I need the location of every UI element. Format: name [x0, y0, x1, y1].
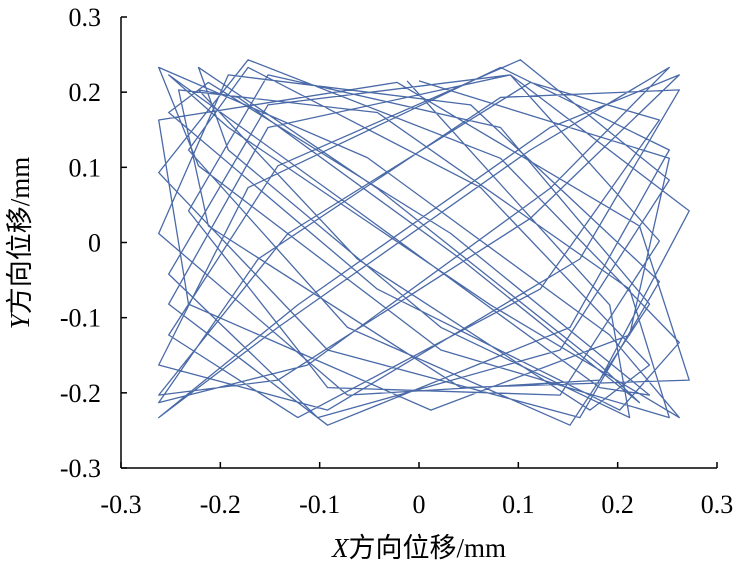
x-axis-title-rest: 方向位移/mm — [348, 533, 506, 563]
x-tick-label: -0.3 — [100, 490, 141, 519]
y-tick-label: -0.3 — [60, 454, 101, 483]
y-tick-label: -0.1 — [60, 304, 101, 333]
y-axis-title-var: Y — [5, 311, 35, 329]
y-axis-title-rest: 方向位移/mm — [5, 157, 35, 315]
y-tick-label: 0 — [88, 229, 101, 258]
x-tick-label: 0 — [413, 490, 426, 519]
y-tick-label: 0.2 — [69, 78, 102, 107]
y-axis-title: Y方向位移/mm — [5, 157, 35, 330]
y-axis-ticks: -0.3 -0.2 -0.1 0 0.1 0.2 0.3 — [60, 3, 127, 483]
x-tick-label: -0.2 — [200, 490, 241, 519]
x-tick-label: 0.1 — [502, 490, 535, 519]
orbit-trajectory-line — [158, 59, 690, 426]
x-tick-label: -0.1 — [299, 490, 340, 519]
x-axis-title-var: X — [331, 533, 350, 563]
x-axis-title: X方向位移/mm — [331, 533, 506, 563]
x-axis-ticks: -0.3 -0.2 -0.1 0 0.1 0.2 0.3 — [100, 462, 733, 519]
y-tick-label: -0.2 — [60, 379, 101, 408]
x-tick-label: 0.3 — [701, 490, 734, 519]
x-tick-label: 0.2 — [601, 490, 634, 519]
y-tick-label: 0.3 — [69, 3, 102, 32]
y-tick-label: 0.1 — [69, 153, 102, 182]
